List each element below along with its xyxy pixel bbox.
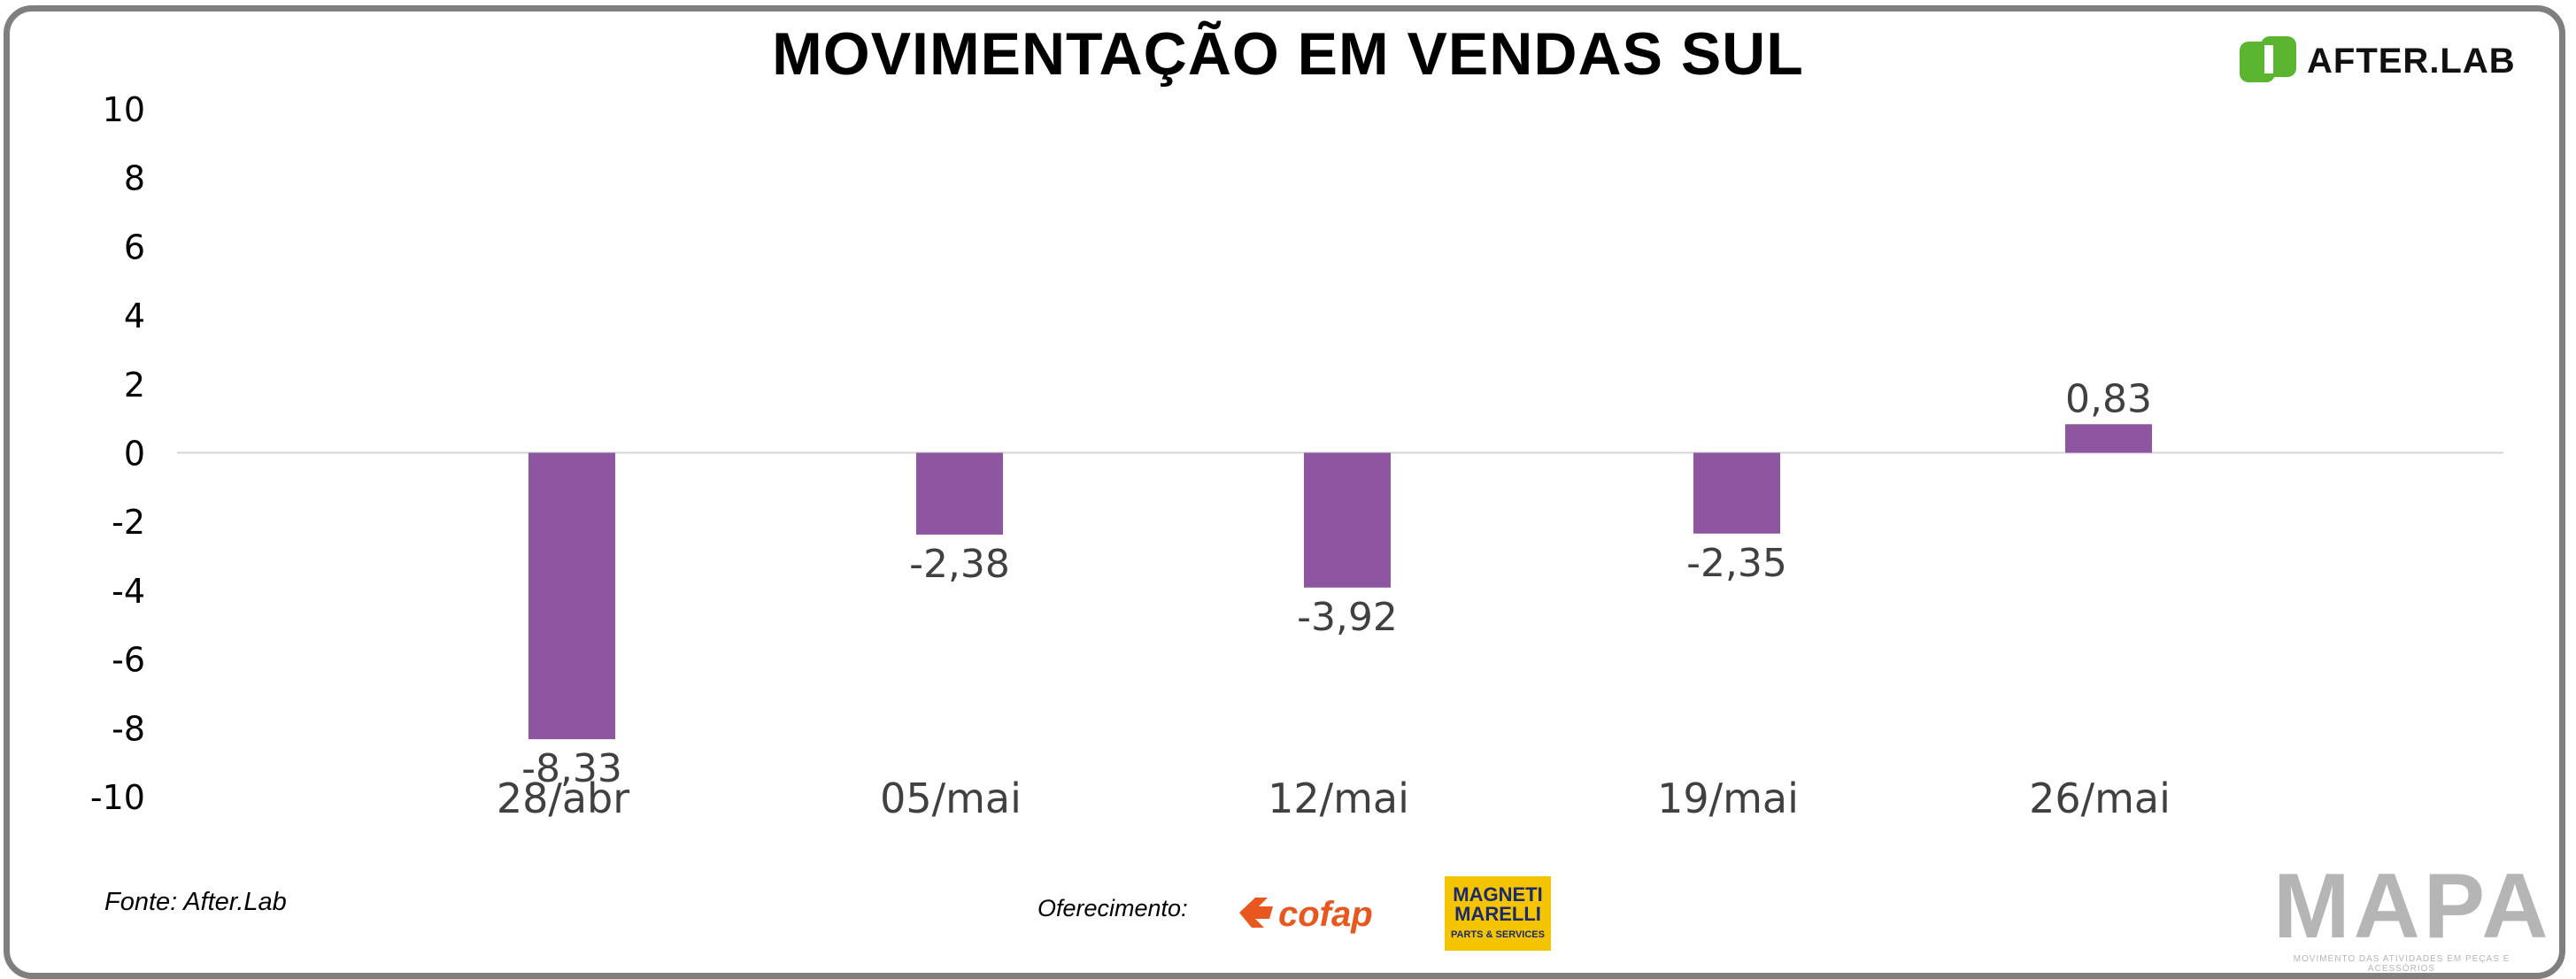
y-tick-label: 6 bbox=[124, 227, 145, 266]
chart-title: MOVIMENTAÇÃO EM VENDAS SUL bbox=[772, 20, 1804, 88]
after-lab-logo-text: AFTER.LAB bbox=[2307, 41, 2516, 81]
cofap-logo: cofap bbox=[1239, 895, 1373, 934]
magneti-marelli-tagline: PARTS & SERVICES bbox=[1451, 929, 1545, 940]
magneti-line1: MAGNETI bbox=[1453, 883, 1543, 906]
bar bbox=[528, 452, 615, 740]
x-tick-label: 19/mai bbox=[1657, 775, 1799, 822]
bar bbox=[916, 452, 1003, 535]
y-tick-label: 10 bbox=[103, 90, 145, 129]
y-tick-label: -8 bbox=[112, 709, 145, 748]
bar-value-label: -8,33 bbox=[521, 746, 622, 791]
bar-value-label: -3,92 bbox=[1297, 595, 1398, 640]
cofap-logo-icon bbox=[1239, 898, 1273, 928]
after-lab-logo: AFTER.LAB bbox=[2240, 34, 2516, 89]
y-tick-label: -10 bbox=[90, 778, 145, 817]
bar bbox=[1693, 452, 1780, 534]
y-tick-label: -4 bbox=[112, 572, 145, 611]
cofap-logo-text: cofap bbox=[1278, 895, 1373, 934]
sponsor-label-text: Oferecimento bbox=[1037, 895, 1182, 921]
x-tick-label: 05/mai bbox=[880, 775, 1022, 822]
bar-value-label: -2,38 bbox=[909, 542, 1010, 587]
bar bbox=[2065, 424, 2152, 453]
magneti-marelli-logo: MAGNETI MARELLI PARTS & SERVICES bbox=[1445, 876, 1551, 951]
y-tick-label: 8 bbox=[124, 159, 145, 198]
after-lab-logo-icon bbox=[2240, 36, 2296, 82]
x-tick-label: 28/abr bbox=[497, 775, 629, 822]
bar bbox=[1304, 452, 1391, 588]
sponsor-label: Oferecimento: bbox=[1037, 895, 1188, 921]
magneti-marelli-logo-text: MAGNETI MARELLI bbox=[1445, 885, 1551, 924]
bar-value-label: 0,83 bbox=[2065, 376, 2152, 421]
y-tick-label: -6 bbox=[112, 641, 145, 680]
y-tick-label: 2 bbox=[124, 366, 145, 405]
x-tick-label: 12/mai bbox=[1268, 775, 1409, 822]
mapa-logo-text: MAPA bbox=[2273, 855, 2552, 958]
magneti-line2: MARELLI bbox=[1454, 903, 1541, 925]
source-note: Fonte: After.Lab bbox=[104, 888, 287, 916]
y-tick-label: 0 bbox=[124, 435, 145, 474]
x-tick-label: 26/mai bbox=[2029, 775, 2171, 822]
chart-frame bbox=[4, 5, 2565, 979]
y-tick-label: -2 bbox=[112, 503, 145, 542]
mapa-logo-tagline: MOVIMENTO DAS ATIVIDADES EM PEÇAS E ACES… bbox=[2293, 954, 2510, 974]
mapa-logo: MAPA MOVIMENTO DAS ATIVIDADES EM PEÇAS E… bbox=[2273, 855, 2552, 974]
y-tick-label: 4 bbox=[124, 297, 145, 335]
bar-value-label: -2,35 bbox=[1686, 541, 1787, 586]
